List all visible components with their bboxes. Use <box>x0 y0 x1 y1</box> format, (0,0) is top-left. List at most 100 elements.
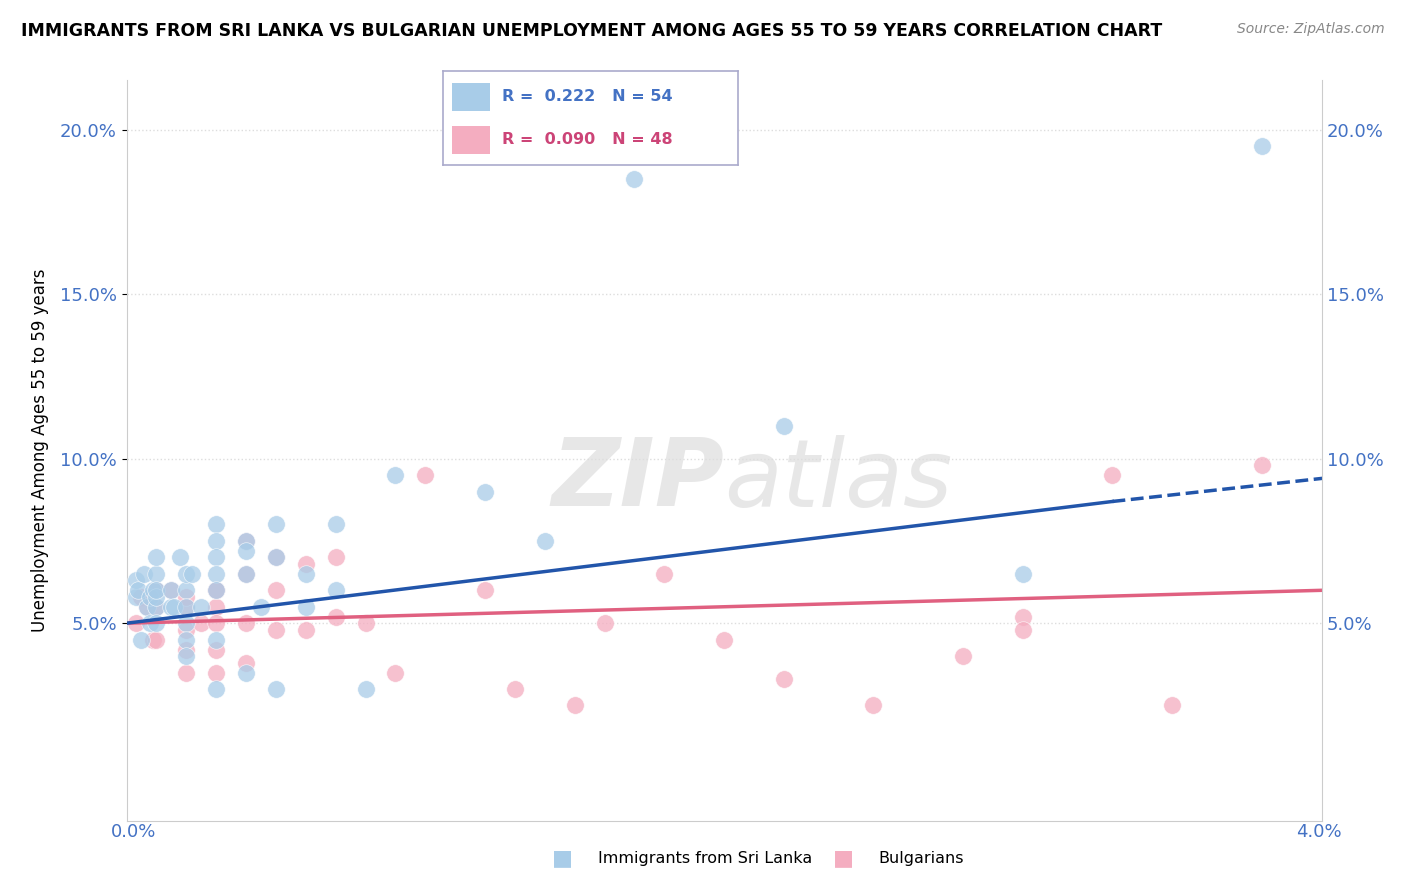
Point <box>131 590 153 604</box>
Text: ■: ■ <box>553 848 572 868</box>
Point <box>354 681 377 696</box>
Point <box>139 590 162 604</box>
Point <box>713 632 735 647</box>
Point <box>772 672 794 686</box>
Point <box>384 665 406 680</box>
Text: Immigrants from Sri Lanka: Immigrants from Sri Lanka <box>598 851 811 865</box>
Point <box>325 583 347 598</box>
Text: IMMIGRANTS FROM SRI LANKA VS BULGARIAN UNEMPLOYMENT AMONG AGES 55 TO 59 YEARS CO: IMMIGRANTS FROM SRI LANKA VS BULGARIAN U… <box>21 22 1163 40</box>
Point <box>145 599 167 614</box>
Text: 0.0%: 0.0% <box>111 822 156 840</box>
Text: ■: ■ <box>834 848 853 868</box>
Point <box>264 550 287 565</box>
Point <box>134 566 156 581</box>
Point <box>474 583 496 598</box>
Point <box>139 616 162 631</box>
Text: Source: ZipAtlas.com: Source: ZipAtlas.com <box>1237 22 1385 37</box>
Point <box>124 574 146 588</box>
Point <box>145 590 167 604</box>
Point <box>190 616 212 631</box>
Point <box>145 583 167 598</box>
Point <box>174 599 197 614</box>
Point <box>325 609 347 624</box>
Point <box>1011 609 1033 624</box>
Point <box>325 550 347 565</box>
Text: 4.0%: 4.0% <box>1296 822 1341 840</box>
Point <box>205 566 228 581</box>
Text: R =  0.222   N = 54: R = 0.222 N = 54 <box>502 89 672 104</box>
Point <box>952 649 974 664</box>
Point <box>136 599 159 614</box>
Point <box>174 623 197 637</box>
Y-axis label: Unemployment Among Ages 55 to 59 years: Unemployment Among Ages 55 to 59 years <box>31 268 49 632</box>
Point <box>205 616 228 631</box>
Point <box>190 599 212 614</box>
Point <box>205 665 228 680</box>
Point <box>205 632 228 647</box>
Point <box>124 590 146 604</box>
FancyBboxPatch shape <box>451 126 491 153</box>
Point <box>160 599 183 614</box>
Point <box>593 616 616 631</box>
Point <box>533 533 555 548</box>
Point <box>205 642 228 657</box>
Point <box>413 468 436 483</box>
Point <box>1250 458 1272 473</box>
Text: R =  0.090   N = 48: R = 0.090 N = 48 <box>502 132 672 147</box>
Point <box>174 665 197 680</box>
Point <box>235 533 257 548</box>
Point <box>181 566 204 581</box>
FancyBboxPatch shape <box>451 83 491 111</box>
Point <box>205 599 228 614</box>
Point <box>174 616 197 631</box>
Point <box>264 583 287 598</box>
Point <box>264 681 287 696</box>
Point <box>294 599 316 614</box>
Point <box>127 583 149 598</box>
Point <box>294 557 316 571</box>
Point <box>1250 139 1272 153</box>
Point <box>235 533 257 548</box>
Point <box>136 599 159 614</box>
Point <box>174 642 197 657</box>
Point <box>1161 698 1184 713</box>
Point <box>652 566 675 581</box>
Point <box>264 517 287 532</box>
Point <box>354 616 377 631</box>
Point <box>235 544 257 558</box>
Point <box>294 623 316 637</box>
Point <box>131 632 153 647</box>
Point <box>235 566 257 581</box>
Point <box>169 550 191 565</box>
Point <box>145 616 167 631</box>
Point <box>1011 566 1033 581</box>
Text: ZIP: ZIP <box>551 434 724 526</box>
Point <box>623 172 645 186</box>
Point <box>145 583 167 598</box>
Point <box>772 418 794 433</box>
Point <box>205 550 228 565</box>
Point <box>205 583 228 598</box>
Point <box>124 616 146 631</box>
Point <box>145 632 167 647</box>
Point <box>1101 468 1123 483</box>
Point <box>205 533 228 548</box>
Point <box>174 566 197 581</box>
Point <box>235 665 257 680</box>
Point <box>862 698 884 713</box>
Point <box>264 623 287 637</box>
Point <box>174 632 197 647</box>
Point <box>160 583 183 598</box>
Point <box>174 649 197 664</box>
Point <box>264 550 287 565</box>
Point <box>205 583 228 598</box>
Point <box>142 632 165 647</box>
Point <box>163 599 186 614</box>
Point <box>174 590 197 604</box>
Point <box>564 698 586 713</box>
Point <box>205 517 228 532</box>
Point <box>145 550 167 565</box>
Point <box>235 656 257 670</box>
Point <box>250 599 273 614</box>
Text: Bulgarians: Bulgarians <box>879 851 965 865</box>
